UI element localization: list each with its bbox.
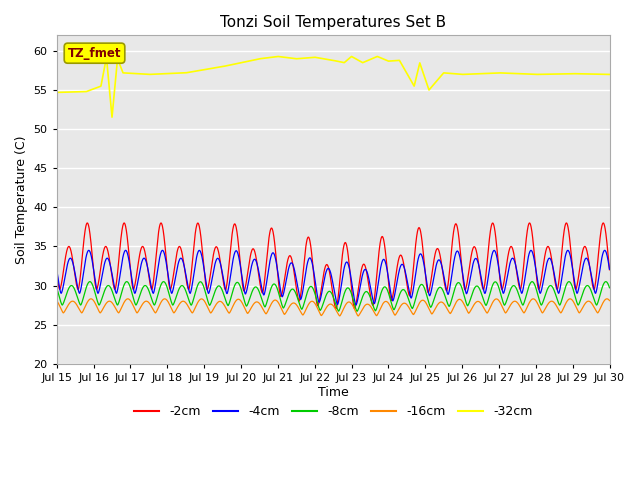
-8cm [349, 296, 356, 302]
-8cm [602, 279, 610, 285]
Line: -16cm: -16cm [57, 299, 609, 316]
-8cm [494, 282, 502, 288]
-32cm [207, 66, 215, 72]
-16cm [207, 310, 214, 316]
-2cm [53, 267, 61, 273]
-16cm [349, 303, 356, 309]
-2cm [494, 255, 502, 261]
-16cm [362, 302, 369, 308]
-8cm [207, 300, 214, 306]
-16cm [53, 298, 61, 303]
-32cm [573, 71, 580, 77]
-4cm [605, 266, 613, 272]
-4cm [207, 281, 215, 287]
-32cm [494, 70, 502, 76]
-32cm [605, 72, 613, 77]
-4cm [494, 261, 502, 267]
-32cm [108, 114, 116, 120]
-2cm [526, 220, 534, 226]
-8cm [557, 300, 564, 306]
-4cm [557, 280, 565, 286]
X-axis label: Time: Time [317, 385, 348, 398]
Text: TZ_fmet: TZ_fmet [68, 47, 121, 60]
Line: -32cm: -32cm [57, 57, 609, 117]
-32cm [362, 59, 369, 64]
-4cm [352, 302, 360, 308]
-16cm [605, 298, 613, 303]
-2cm [362, 264, 369, 269]
-32cm [53, 90, 61, 96]
-32cm [349, 55, 357, 60]
-4cm [53, 266, 61, 272]
-32cm [557, 71, 565, 77]
-16cm [557, 310, 564, 316]
Line: -8cm: -8cm [57, 282, 609, 312]
-4cm [362, 266, 369, 272]
Legend: -2cm, -4cm, -8cm, -16cm, -32cm: -2cm, -4cm, -8cm, -16cm, -32cm [129, 400, 538, 423]
-2cm [332, 306, 340, 312]
Line: -4cm: -4cm [57, 251, 609, 305]
-2cm [605, 267, 613, 273]
-16cm [572, 304, 580, 310]
Title: Tonzi Soil Temperatures Set B: Tonzi Soil Temperatures Set B [220, 15, 446, 30]
Y-axis label: Soil Temperature (C): Soil Temperature (C) [15, 135, 28, 264]
-2cm [557, 256, 565, 262]
-4cm [122, 248, 129, 253]
-8cm [362, 289, 369, 295]
-8cm [353, 309, 361, 314]
-8cm [605, 285, 613, 290]
-2cm [349, 300, 357, 306]
-4cm [349, 289, 357, 295]
-16cm [354, 313, 362, 319]
-16cm [494, 297, 502, 302]
-2cm [573, 285, 580, 290]
-2cm [207, 268, 214, 274]
-8cm [572, 298, 580, 303]
-4cm [573, 289, 580, 295]
Line: -2cm: -2cm [57, 223, 609, 309]
-8cm [53, 285, 61, 290]
-16cm [603, 296, 611, 302]
-32cm [274, 54, 282, 60]
